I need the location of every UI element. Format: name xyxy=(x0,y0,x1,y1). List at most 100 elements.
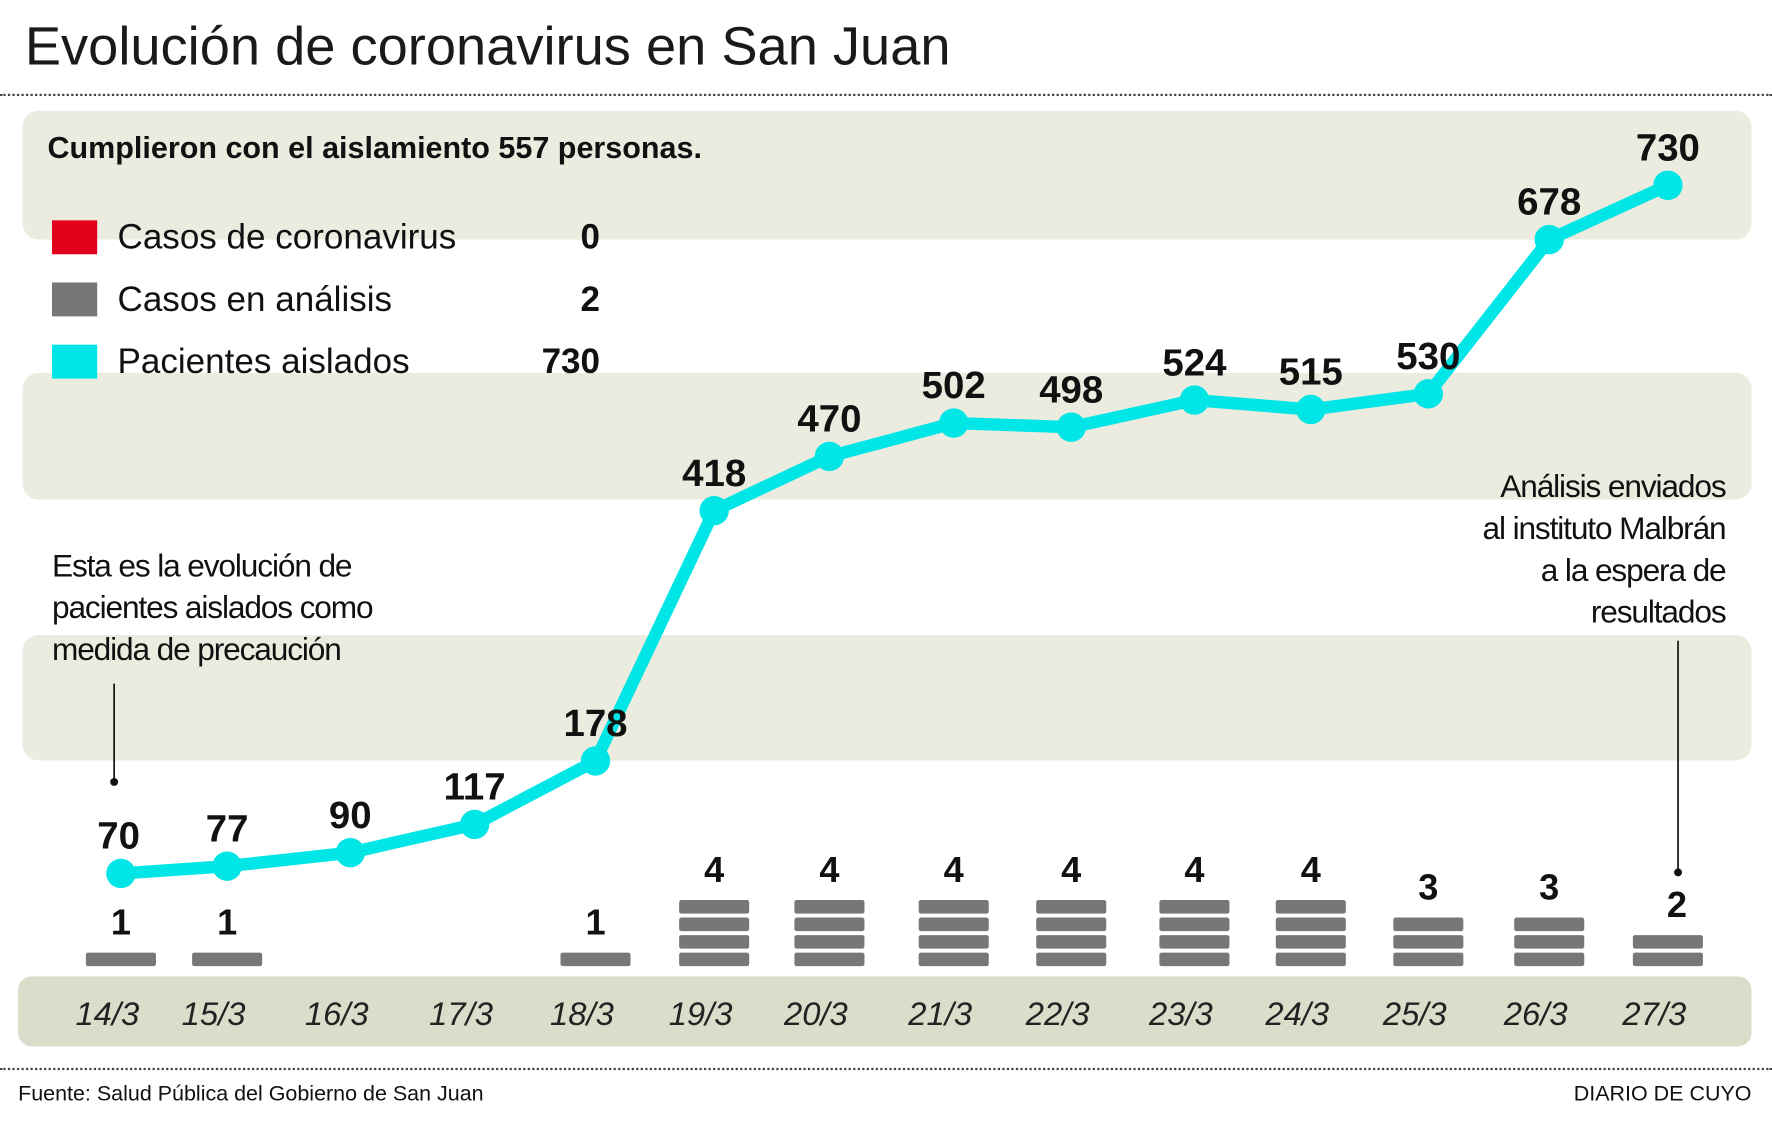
legend-item: Casos de coronavirus 0 xyxy=(51,216,600,258)
data-label: 678 xyxy=(1517,181,1581,224)
annotation-line: a la espera de xyxy=(1540,552,1727,588)
annotation-line: Análisis enviados xyxy=(1500,468,1726,504)
analysis-block xyxy=(1036,917,1107,932)
analysis-block xyxy=(1159,935,1230,949)
top-divider xyxy=(0,93,1772,97)
x-tick-label: 14/3 xyxy=(75,995,139,1032)
data-point xyxy=(699,495,729,526)
data-label: 515 xyxy=(1279,351,1343,394)
analysis-block xyxy=(1514,917,1585,932)
x-tick-label: 19/3 xyxy=(669,995,733,1032)
analysis-block xyxy=(679,917,750,932)
x-tick-label: 27/3 xyxy=(1621,995,1686,1032)
legend-label: Casos de coronavirus xyxy=(117,216,457,257)
annotation-left: Esta es la evolución de pacientes aislad… xyxy=(51,545,374,670)
x-tick-label: 21/3 xyxy=(907,995,972,1032)
analysis-count-label: 1 xyxy=(585,902,605,943)
data-label: 524 xyxy=(1162,341,1227,384)
analysis-block xyxy=(794,917,865,932)
legend-item: Pacientes aislados 730 xyxy=(51,341,600,382)
legend-value: 2 xyxy=(580,279,601,319)
analysis-count-label: 1 xyxy=(217,902,237,943)
analysis-block xyxy=(1159,900,1230,914)
annotation-line: pacientes aislados como xyxy=(51,589,374,625)
analysis-count-label: 4 xyxy=(1184,849,1204,890)
legend-item: Casos en análisis 2 xyxy=(51,279,600,320)
analysis-block xyxy=(794,952,865,967)
x-axis-band xyxy=(18,976,1752,1047)
data-label: 70 xyxy=(97,815,140,858)
data-label: 502 xyxy=(922,364,986,407)
data-label: 90 xyxy=(329,794,372,837)
analysis-block xyxy=(1036,900,1107,914)
data-point xyxy=(939,408,969,438)
analysis-block xyxy=(1632,935,1703,949)
analysis-block xyxy=(918,935,989,949)
annotation-dot xyxy=(1674,868,1683,877)
legend-swatch-gray xyxy=(51,282,98,317)
analysis-block xyxy=(1275,900,1346,914)
analysis-block xyxy=(560,952,631,967)
analysis-block xyxy=(679,935,750,949)
analysis-block xyxy=(1036,935,1107,949)
analysis-count-label: 4 xyxy=(704,849,724,890)
legend-swatch-red xyxy=(51,220,98,255)
data-label: 730 xyxy=(1636,126,1700,169)
isolated-patients-line xyxy=(120,179,1671,880)
analysis-block xyxy=(1159,952,1230,967)
analysis-block xyxy=(85,952,156,967)
data-point xyxy=(1653,170,1683,201)
analysis-count-label: 2 xyxy=(1667,884,1687,925)
x-tick-label: 20/3 xyxy=(783,995,848,1032)
annotation-line: resultados xyxy=(1590,594,1727,630)
annotation-line: medida de precaución xyxy=(51,631,342,667)
data-point xyxy=(335,837,365,868)
data-point xyxy=(814,441,845,472)
x-tick-label: 24/3 xyxy=(1264,995,1329,1032)
data-label: 470 xyxy=(797,398,861,441)
analysis-block xyxy=(918,900,989,914)
legend-value: 0 xyxy=(580,216,601,257)
data-point xyxy=(106,858,136,889)
annotation-line: al instituto Malbrán xyxy=(1482,510,1727,546)
data-label: 498 xyxy=(1039,368,1103,411)
band xyxy=(22,110,1752,240)
legend-label: Casos en análisis xyxy=(117,279,393,319)
data-point xyxy=(459,809,490,840)
x-tick-label: 23/3 xyxy=(1148,995,1213,1032)
band xyxy=(22,635,1752,761)
analysis-block xyxy=(1393,935,1464,949)
x-tick-label: 16/3 xyxy=(305,995,369,1032)
legend-value: 730 xyxy=(541,341,601,381)
analysis-block xyxy=(1275,917,1346,932)
analysis-count-label: 1 xyxy=(111,902,131,943)
data-point xyxy=(1056,412,1086,442)
data-point xyxy=(1534,224,1564,255)
analysis-block xyxy=(918,952,989,967)
data-label: 117 xyxy=(444,766,506,809)
bottom-divider xyxy=(0,1067,1772,1071)
page-title: Evolución de coronavirus en San Juan xyxy=(24,16,951,77)
x-tick-label: 15/3 xyxy=(182,995,246,1032)
analysis-block xyxy=(679,952,750,967)
analysis-count-label: 4 xyxy=(1301,849,1321,890)
data-point xyxy=(1179,385,1210,415)
x-tick-label: 26/3 xyxy=(1503,995,1568,1032)
analysis-count-label: 4 xyxy=(819,849,839,890)
annotation-line: Esta es la evolución de xyxy=(51,548,353,584)
data-label: 530 xyxy=(1396,335,1460,378)
analysis-block xyxy=(1393,917,1464,932)
analysis-block xyxy=(1393,952,1464,967)
analysis-count-label: 3 xyxy=(1418,866,1438,907)
annotation-dot xyxy=(110,778,119,786)
analysis-count-label: 3 xyxy=(1539,866,1559,907)
analysis-block xyxy=(1159,917,1230,932)
data-point xyxy=(580,746,611,776)
x-tick-label: 25/3 xyxy=(1382,995,1447,1032)
analysis-block xyxy=(679,900,750,914)
analysis-block xyxy=(192,952,263,967)
analysis-block xyxy=(794,935,865,949)
subtitle: Cumplieron con el aislamiento 557 person… xyxy=(47,131,702,165)
